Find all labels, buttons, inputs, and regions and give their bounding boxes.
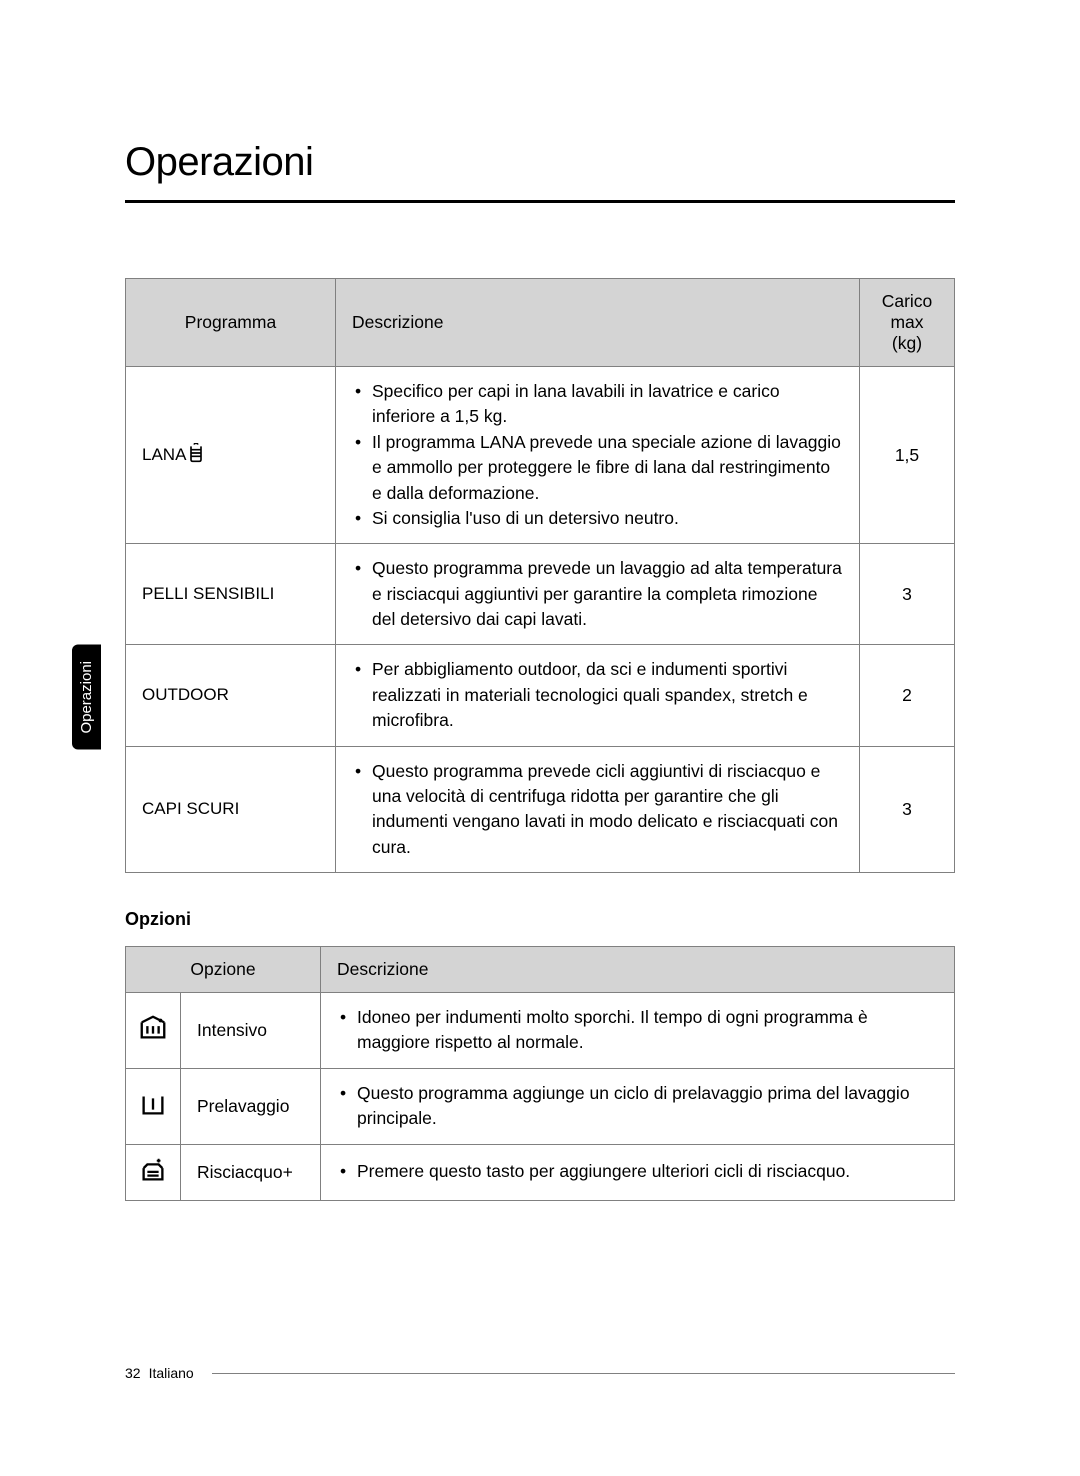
title-underline xyxy=(125,200,955,203)
description-item: Specifico per capi in lana lavabili in l… xyxy=(352,379,843,430)
description-item: Il programma LANA prevede una speciale a… xyxy=(352,430,843,506)
prewash-icon xyxy=(126,1068,181,1144)
options-title: Opzioni xyxy=(125,909,955,930)
max-load-cell: 2 xyxy=(860,645,955,746)
side-tab: Operazioni xyxy=(72,645,101,750)
description-item: Idoneo per indumenti molto sporchi. Il t… xyxy=(337,1005,938,1056)
description-item: Premere questo tasto per aggiungere ulte… xyxy=(337,1159,938,1184)
option-name-cell: Intensivo xyxy=(181,993,321,1069)
description-item: Si consiglia l'uso di un detersivo neutr… xyxy=(352,506,843,531)
option-description-cell: Questo programma aggiunge un ciclo di pr… xyxy=(321,1068,955,1144)
program-name: LANA xyxy=(142,445,186,464)
table-row: CAPI SCURI Questo programma prevede cicli… xyxy=(126,746,955,873)
max-load-cell: 3 xyxy=(860,544,955,645)
table-header-row: Programma Descrizione Carico max (kg) xyxy=(126,279,955,367)
side-tab-label: Operazioni xyxy=(78,661,95,734)
programs-table: Programma Descrizione Carico max (kg) LA… xyxy=(125,278,955,873)
description-cell: Specifico per capi in lana lavabili in l… xyxy=(336,367,860,544)
page-title: Operazioni xyxy=(125,140,955,185)
option-description-header: Descrizione xyxy=(321,947,955,993)
max-load-cell: 3 xyxy=(860,746,955,873)
page-number: 32 xyxy=(125,1365,141,1381)
description-item: Questo programma prevede cicli aggiuntiv… xyxy=(352,759,843,861)
table-row: PELLI SENSIBILI Questo programma prevede … xyxy=(126,544,955,645)
program-name: CAPI SCURI xyxy=(142,799,239,818)
options-table: Opzione Descrizione Intensivo Idoneo per … xyxy=(125,946,955,1201)
max-load-header: Carico max (kg) xyxy=(860,279,955,367)
description-item: Questo programma prevede un lavaggio ad … xyxy=(352,556,843,632)
footer-language: Italiano xyxy=(149,1365,194,1381)
description-cell: Questo programma prevede cicli aggiuntiv… xyxy=(336,746,860,873)
description-cell: Per abbigliamento outdoor, da sci e indu… xyxy=(336,645,860,746)
program-cell: CAPI SCURI xyxy=(126,746,336,873)
table-row: OUTDOOR Per abbigliamento outdoor, da sci… xyxy=(126,645,955,746)
rinse-icon xyxy=(126,1144,181,1200)
intensive-icon xyxy=(126,993,181,1069)
table-row: LANA Specifico per capi in lana lavabili… xyxy=(126,367,955,544)
footer-line xyxy=(212,1373,955,1374)
program-header: Programma xyxy=(126,279,336,367)
page-footer: 32 Italiano xyxy=(125,1365,955,1381)
description-item: Questo programma aggiunge un ciclo di pr… xyxy=(337,1081,938,1132)
option-name-cell: Risciacquo+ xyxy=(181,1144,321,1200)
option-header: Opzione xyxy=(126,947,321,993)
table-row: Prelavaggio Questo programma aggiunge un … xyxy=(126,1068,955,1144)
program-name: OUTDOOR xyxy=(142,685,229,704)
program-cell: PELLI SENSIBILI xyxy=(126,544,336,645)
option-description-cell: Idoneo per indumenti molto sporchi. Il t… xyxy=(321,993,955,1069)
option-description-cell: Premere questo tasto per aggiungere ulte… xyxy=(321,1144,955,1200)
program-name: PELLI SENSIBILI xyxy=(142,584,274,603)
description-item: Per abbigliamento outdoor, da sci e indu… xyxy=(352,657,843,733)
table-header-row: Opzione Descrizione xyxy=(126,947,955,993)
description-cell: Questo programma prevede un lavaggio ad … xyxy=(336,544,860,645)
program-cell: OUTDOOR xyxy=(126,645,336,746)
table-row: Risciacquo+ Premere questo tasto per aggi… xyxy=(126,1144,955,1200)
description-header: Descrizione xyxy=(336,279,860,367)
wool-icon xyxy=(186,443,206,468)
option-name-cell: Prelavaggio xyxy=(181,1068,321,1144)
program-cell: LANA xyxy=(126,367,336,544)
max-load-cell: 1,5 xyxy=(860,367,955,544)
table-row: Intensivo Idoneo per indumenti molto spor… xyxy=(126,993,955,1069)
